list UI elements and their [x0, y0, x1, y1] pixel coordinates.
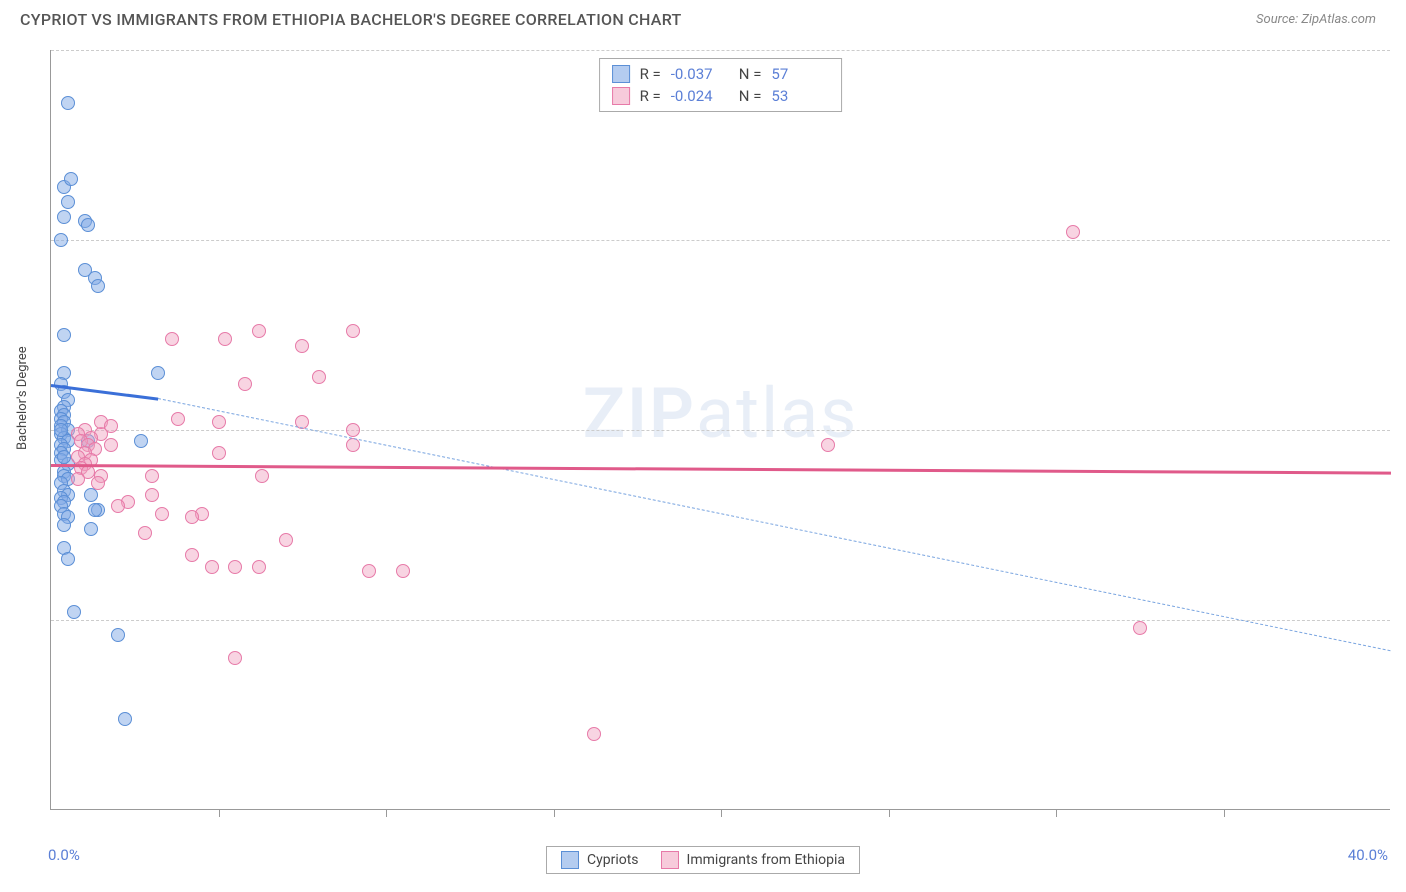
data-point — [57, 518, 71, 532]
data-point — [91, 279, 105, 293]
data-point — [91, 476, 105, 490]
x-axis-min: 0.0% — [48, 846, 80, 864]
data-point — [88, 503, 102, 517]
swatch-pink-icon — [661, 851, 679, 869]
x-tick — [554, 809, 555, 817]
data-point — [57, 328, 71, 342]
data-point — [145, 469, 159, 483]
correlation-legend: R = -0.037 N = 57 R = -0.024 N = 53 — [599, 58, 843, 112]
data-point — [61, 195, 75, 209]
data-point — [57, 210, 71, 224]
data-point — [185, 510, 199, 524]
scatter-chart: ZIPatlas R = -0.037 N = 57 R = -0.024 N … — [50, 50, 1390, 810]
data-point — [54, 233, 68, 247]
data-point — [111, 628, 125, 642]
data-point — [84, 522, 98, 536]
x-tick — [1056, 809, 1057, 817]
data-point — [228, 560, 242, 574]
x-tick — [721, 809, 722, 817]
swatch-pink-icon — [612, 87, 630, 105]
data-point — [118, 712, 132, 726]
data-point — [111, 499, 125, 513]
data-point — [312, 370, 326, 384]
legend-item-ethiopia: Immigrants from Ethiopia — [661, 851, 845, 869]
data-point — [279, 533, 293, 547]
data-point — [64, 172, 78, 186]
data-point — [185, 548, 199, 562]
x-tick — [889, 809, 890, 817]
data-point — [346, 423, 360, 437]
data-point — [1066, 225, 1080, 239]
x-tick — [1224, 809, 1225, 817]
x-tick — [219, 809, 220, 817]
data-point — [61, 96, 75, 110]
chart-title: CYPRIOT VS IMMIGRANTS FROM ETHIOPIA BACH… — [20, 10, 682, 29]
data-point — [255, 469, 269, 483]
data-point — [252, 560, 266, 574]
swatch-blue-icon — [612, 65, 630, 83]
gridline-h — [51, 430, 1390, 431]
data-point — [145, 488, 159, 502]
data-point — [228, 651, 242, 665]
data-point — [238, 377, 252, 391]
data-point — [104, 438, 118, 452]
trend-line — [158, 398, 1391, 651]
x-axis-max: 40.0% — [1348, 846, 1388, 864]
data-point — [54, 423, 68, 437]
source-label: Source: ZipAtlas.com — [1256, 12, 1376, 27]
gridline-h — [51, 620, 1390, 621]
data-point — [155, 507, 169, 521]
data-point — [396, 564, 410, 578]
legend-item-cypriots: Cypriots — [561, 851, 639, 869]
y-tick-label: 100.0% — [1400, 41, 1406, 59]
data-point — [362, 564, 376, 578]
data-point — [165, 332, 179, 346]
chart-header: CYPRIOT VS IMMIGRANTS FROM ETHIOPIA BACH… — [0, 0, 1406, 29]
data-point — [212, 446, 226, 460]
data-point — [171, 412, 185, 426]
data-point — [821, 438, 835, 452]
data-point — [67, 605, 81, 619]
data-point — [138, 526, 152, 540]
gridline-h — [51, 240, 1390, 241]
y-tick-label: 50.0% — [1400, 421, 1406, 439]
y-tick-label: 75.0% — [1400, 231, 1406, 249]
data-point — [346, 324, 360, 338]
data-point — [71, 472, 85, 486]
y-axis-label: Bachelor's Degree — [15, 346, 30, 450]
data-point — [212, 415, 226, 429]
y-tick-label: 25.0% — [1400, 611, 1406, 629]
data-point — [104, 419, 118, 433]
legend-row-cypriots: R = -0.037 N = 57 — [612, 63, 830, 85]
legend-row-ethiopia: R = -0.024 N = 53 — [612, 85, 830, 107]
data-point — [587, 727, 601, 741]
data-point — [151, 366, 165, 380]
data-point — [134, 434, 148, 448]
series-legend: Cypriots Immigrants from Ethiopia — [546, 846, 860, 874]
x-tick — [386, 809, 387, 817]
data-point — [61, 552, 75, 566]
data-point — [81, 218, 95, 232]
gridline-h — [51, 50, 1390, 51]
data-point — [346, 438, 360, 452]
data-point — [205, 560, 219, 574]
data-point — [218, 332, 232, 346]
data-point — [252, 324, 266, 338]
data-point — [1133, 621, 1147, 635]
swatch-blue-icon — [561, 851, 579, 869]
data-point — [295, 339, 309, 353]
trend-line — [51, 464, 1391, 475]
data-point — [57, 450, 71, 464]
watermark: ZIPatlas — [583, 373, 859, 455]
